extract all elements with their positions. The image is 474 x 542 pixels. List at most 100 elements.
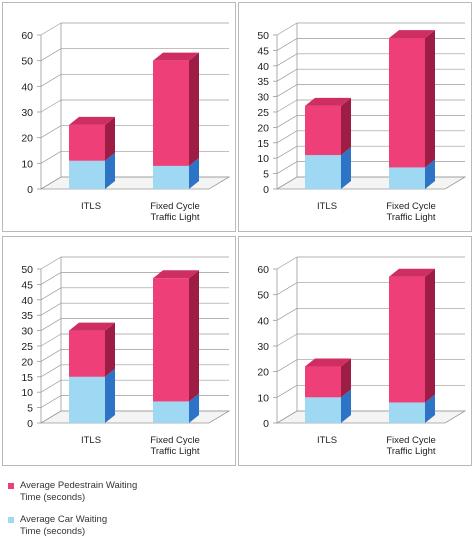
gridline-diagonal [40, 333, 62, 347]
gridline-diagonal [276, 333, 298, 347]
y-tick-label: 30 [21, 326, 33, 338]
x-category-label: ITLS [317, 201, 337, 212]
bar-segment-car [69, 376, 105, 423]
y-tick-label: 60 [21, 30, 33, 42]
gridline-diagonal [276, 161, 298, 174]
x-category-label: Fixed Cycle Traffic Light [386, 201, 436, 223]
y-tick-label: 35 [257, 76, 269, 88]
gridline-diagonal [40, 364, 62, 378]
gridline-diagonal [276, 282, 298, 295]
gridline-diagonal [40, 287, 62, 301]
bar-segment-car [153, 401, 189, 423]
bar-top-face [305, 97, 351, 106]
y-tick-label: 10 [257, 153, 269, 165]
y-tick-label: 15 [21, 372, 33, 384]
bar-segment-car-side [189, 157, 199, 189]
gridline-diagonal [40, 99, 62, 113]
bar-segment-car [153, 165, 189, 189]
bar-segment-car-side [189, 393, 199, 423]
gridline-diagonal [40, 410, 62, 424]
bar-segment-car-side [341, 389, 351, 423]
gridline-diagonal [40, 302, 62, 316]
x-category-label: Fixed Cycle Traffic Light [150, 201, 200, 223]
gridline-diagonal [276, 176, 298, 190]
chart-svg: 0 10 20 30 40 50 60 ITLS Fixed Cycle Traffic Ligh… [21, 22, 231, 223]
bar-top-face [153, 52, 199, 61]
chart-svg: 0 10 20 30 40 50 60 ITLS Fixed Cycle Traffic Ligh… [257, 256, 467, 457]
x-category-label: ITLS [81, 201, 101, 212]
y-tick-label: 20 [257, 122, 269, 134]
bar-segment-car [389, 167, 425, 189]
gridline-diagonal [276, 38, 298, 51]
y-tick-label: 10 [257, 392, 269, 404]
gridline-diagonal [276, 385, 298, 398]
bar-segment-pedestrian-side [425, 30, 435, 168]
x-category-label: ITLS [317, 435, 337, 446]
gridline-diagonal [276, 115, 298, 128]
gridline-diagonal [276, 68, 298, 82]
gridline-diagonal [40, 256, 62, 270]
y-tick-label: 15 [257, 138, 269, 150]
bar-segment-car-side [341, 147, 351, 189]
chart-svg: 0 5 10 15 20 25 30 35 40 45 50 ITLS Fixed Cycle Traff… [21, 256, 231, 457]
gridline-diagonal [40, 176, 62, 190]
chart-panel-2: 0 5 10 15 20 25 30 35 40 45 50 ITLS Fixed Cycle Traff… [238, 2, 472, 232]
bar-segment-pedestrian-side [105, 322, 115, 377]
bar-segment-car [69, 160, 105, 189]
y-tick-label: 0 [27, 418, 33, 430]
bar-segment-car [305, 155, 341, 189]
y-tick-label: 10 [21, 158, 33, 170]
y-tick-label: 30 [257, 92, 269, 104]
bar-segment-car [389, 402, 425, 423]
y-tick-label: 45 [257, 45, 269, 57]
gridline-diagonal [40, 318, 62, 331]
y-tick-label: 40 [257, 61, 269, 73]
gridline-diagonal [40, 22, 62, 36]
legend-label-pedestrian: Average Pedestrain Waiting Time (seconds… [20, 480, 138, 503]
bar-segment-pedestrian-side [189, 52, 199, 166]
bar-segment-car-side [425, 159, 435, 189]
chart-panel-4: 0 10 20 30 40 50 60 ITLS Fixed Cycle Traffic Ligh… [238, 236, 472, 466]
y-tick-label: 50 [257, 30, 269, 42]
gridline-diagonal [276, 22, 298, 36]
y-tick-label: 0 [27, 184, 33, 196]
gridline-diagonal [276, 410, 298, 424]
bar-top-face [389, 268, 435, 277]
bar-segment-pedestrian [153, 278, 189, 402]
y-tick-label: 0 [263, 418, 269, 430]
gridline-diagonal [40, 48, 62, 61]
bar-segment-pedestrian [389, 276, 425, 403]
legend-swatch-car [8, 517, 14, 523]
legend-label-car: Average Car Waiting Time (seconds) [20, 514, 108, 537]
bar-segment-car-side [105, 152, 115, 189]
bar-top-face [153, 270, 199, 279]
x-category-label: Fixed Cycle Traffic Light [150, 435, 200, 457]
bar-segment-car-side [425, 394, 435, 423]
gridline-diagonal [40, 272, 62, 285]
y-tick-label: 40 [21, 295, 33, 307]
y-tick-label: 35 [21, 310, 33, 322]
chart-svg: 0 5 10 15 20 25 30 35 40 45 50 ITLS Fixed Cycle Traff… [257, 22, 467, 223]
bar-segment-pedestrian [69, 330, 105, 377]
gridline-diagonal [40, 74, 62, 87]
bar-segment-pedestrian-side [425, 268, 435, 403]
y-tick-label: 40 [257, 315, 269, 327]
bar-segment-car [305, 397, 341, 423]
x-category-label: ITLS [81, 435, 101, 446]
gridline-diagonal [276, 308, 298, 321]
y-tick-label: 30 [257, 341, 269, 353]
bar-top-face [69, 116, 115, 125]
bar-top-face [305, 358, 351, 367]
x-category-label: Fixed Cycle Traffic Light [386, 435, 436, 457]
gridline-diagonal [276, 145, 298, 159]
gridline-diagonal [40, 151, 62, 164]
bar-top-face [69, 322, 115, 331]
gridline-diagonal [40, 379, 62, 393]
gridline-diagonal [276, 130, 298, 144]
bar-segment-pedestrian [153, 60, 189, 166]
y-tick-label: 30 [21, 107, 33, 119]
bar-segment-pedestrian-side [341, 358, 351, 398]
gridline-diagonal [40, 125, 62, 138]
y-tick-label: 50 [21, 264, 33, 276]
y-tick-label: 50 [21, 56, 33, 68]
